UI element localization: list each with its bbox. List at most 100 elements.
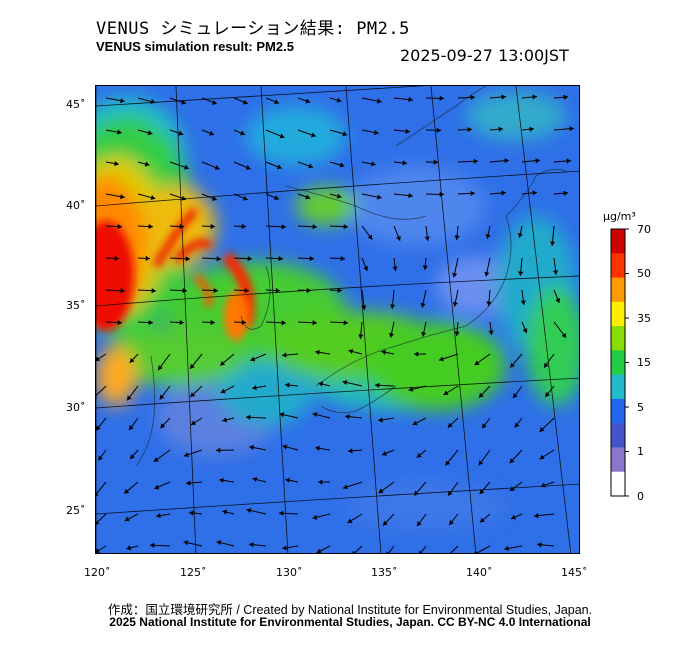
wind-arrow-head [488,330,494,335]
wind-arrow-head [470,190,475,197]
wind-arrow-head [367,234,373,240]
wind-arrow-head [539,454,545,460]
wind-arrow-head [312,320,317,326]
wind-arrow-head [274,99,279,105]
wind-arrow-head [148,223,153,230]
wind-arrow-head [120,288,125,294]
wind-arrow-head [120,98,125,104]
wind-arrow-head [510,362,515,368]
wind-arrow-head [347,518,353,523]
wind-arrow-head [474,550,478,553]
wind-arrow-head [484,271,490,277]
wind-arrow-head [278,256,283,262]
wind-arrow-head [408,386,414,392]
wind-arrow-head [478,392,484,398]
wind-arrow-head [185,256,190,262]
pm25-concentration-field [96,86,579,553]
wind-arrow-head [420,302,426,308]
wind-arrow [420,545,427,553]
wind-arrow-head [549,241,556,246]
wind-arrow-head [285,382,290,388]
wind-arrow-head [513,393,518,399]
wind-arrow-head [214,165,220,170]
lon-label: 120˚ [84,566,111,579]
wind-arrow-head [534,512,539,519]
wind-arrow-head [480,517,486,523]
wind-arrow-head [315,445,320,451]
wind-arrow-head [518,271,524,276]
wind-arrow-head [312,514,318,520]
wind-arrow-head [213,288,218,294]
wind-arrow-head [421,331,427,337]
wind-arrow-head [454,331,460,336]
wind-arrow-head [543,362,549,368]
wind-arrow-head [396,235,401,241]
wind-arrow-head [479,489,485,495]
wind-arrow-head [412,420,418,426]
lon-label: 145˚ [561,566,588,579]
lat-label: 25˚ [66,504,86,517]
colorbar-tick-label: 70 [637,223,651,236]
wind-arrow-head [281,320,286,326]
wind-arrow-head [467,127,472,133]
wind-arrow-head [402,160,407,166]
wind-arrow-head [124,516,130,522]
wind-arrow-head [127,395,132,401]
colorbar-tick-label: 50 [637,267,651,280]
lon-label: 125˚ [180,566,207,579]
wind-arrow-head [220,360,226,366]
wind-arrow-head [378,488,384,494]
lat-label: 40˚ [66,199,86,212]
wind-arrow-head [181,99,187,105]
wind-arrow-head [376,194,382,200]
wind-arrow-head [282,444,288,450]
wind-arrow-head [545,391,550,397]
wind-arrow-head [504,545,509,551]
wind-arrow-head [561,332,567,338]
wind-arrow-head [210,223,215,230]
wind-arrow-head [501,94,506,100]
colorbar-tick-label: 1 [637,445,644,458]
wind-arrow-head [443,390,449,395]
red-streak [193,273,213,309]
colorbar-tick-label: 0 [637,490,644,503]
wind-arrow-head [308,163,314,169]
wind-arrow-head [153,457,159,462]
pm25-map-panel [95,85,580,554]
wind-arrow-head [241,319,246,325]
timestamp: 2025-09-27 13:00JST [400,46,569,65]
colorbar-tick-label: 35 [637,312,651,325]
wind-arrow-head [186,480,191,486]
wind-arrow-head [345,414,350,420]
wind-arrow-head [422,265,428,270]
wind-arrow-head [417,521,422,527]
wind-arrow-head [514,422,520,428]
wind-arrow-head [535,158,540,164]
wind-arrow-head [529,126,534,132]
wind-arrow-head [151,288,156,294]
wind-arrow-head [336,193,342,199]
wind-arrow-head [566,158,571,164]
wind-arrow-head [220,388,226,394]
wind-arrow-head [96,396,98,399]
credit-line-2: 2025 National Institute for Environmenta… [109,615,591,629]
wind-arrow-head [414,490,419,496]
wind-arrow-head [439,95,444,101]
wind-arrow-head [373,129,379,136]
wind-arrow-head [408,97,413,103]
wind-arrow-head [509,486,515,491]
wind-arrow-head [342,379,348,385]
wind-arrow-head [358,334,364,339]
wind-arrow-head [381,349,386,355]
wind-arrow-head [189,510,194,516]
wind-arrow-head [190,392,196,397]
wind-arrow-head [183,540,189,546]
wind-arrow-head [563,94,568,100]
wind-arrow-head [438,356,444,362]
colorbar-unit: μg/m³ [603,210,636,223]
wind-arrow-head [452,301,458,307]
wind-arrow-head [382,450,387,456]
wind-arrow-head [315,349,320,355]
wind-arrow-head [96,356,100,361]
wind-arrow-head [382,520,388,526]
